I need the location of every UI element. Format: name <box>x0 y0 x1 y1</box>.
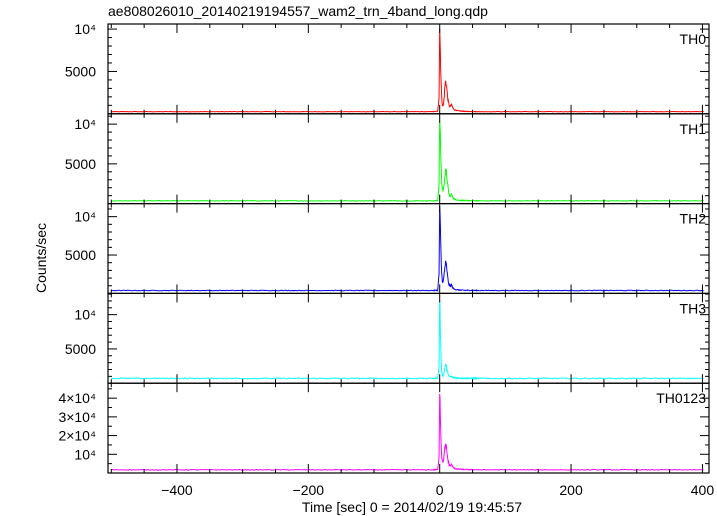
y-tick-label: 10⁴ <box>74 446 96 462</box>
panel-label: TH1 <box>680 121 707 137</box>
y-tick-label: 10⁴ <box>74 21 96 37</box>
series-line-th1 <box>111 120 704 202</box>
panel-label: TH2 <box>680 211 707 227</box>
y-tick-label: 3×10⁴ <box>58 409 96 425</box>
panel-frame <box>107 113 710 205</box>
panel-th0: 5000 10⁴ TH0 <box>65 21 710 115</box>
chart-title: ae808026010_20140219194557_wam2_trn_4ban… <box>108 3 488 19</box>
y-tick-label: 5000 <box>65 156 96 172</box>
panel-frame <box>107 382 710 474</box>
y-tick-label: 10⁴ <box>74 209 96 225</box>
y-tick-label: 5000 <box>65 63 96 79</box>
y-axis-label: Counts/sec <box>33 223 49 293</box>
panel-th2: 5000 10⁴ TH2 <box>65 203 710 295</box>
x-tick-label: 200 <box>559 482 583 498</box>
y-tick-label: 10⁴ <box>74 307 96 323</box>
panel-label: TH0 <box>680 31 707 47</box>
series-line-th0 <box>111 28 704 113</box>
y-tick-label: 2×10⁴ <box>58 428 96 444</box>
y-tick-label: 4×10⁴ <box>58 390 96 406</box>
panel-frame <box>107 23 710 115</box>
x-tick-label: −200 <box>293 482 325 498</box>
series-line-th2 <box>111 205 704 293</box>
x-axis-label: Time [sec] 0 = 2014/02/19 19:45:57 <box>302 499 522 515</box>
panel-label: TH3 <box>680 300 707 316</box>
panel-label: TH0123 <box>656 390 706 406</box>
panel-frame <box>107 203 710 295</box>
x-tick-label: 400 <box>691 482 715 498</box>
y-tick-label: 5000 <box>65 247 96 263</box>
panel-frame <box>107 292 710 384</box>
series-line-th0123 <box>111 393 704 471</box>
y-tick-label: 10⁴ <box>74 116 96 132</box>
y-tick-label: 5000 <box>65 341 96 357</box>
panels-group: 5000 10⁴ TH0 5000 10⁴ TH1 5000 10⁴ TH2 5000 10⁴ TH3… <box>58 21 714 498</box>
panel-th3: 5000 10⁴ TH3 <box>65 292 710 384</box>
x-tick-label: 0 <box>436 482 444 498</box>
panel-th0123: 10⁴ 2×10⁴ 3×10⁴ 4×10⁴ TH0123 <box>58 382 710 474</box>
panel-th1: 5000 10⁴ TH1 <box>65 113 710 205</box>
x-tick-label: −400 <box>161 482 193 498</box>
series-line-th3 <box>111 300 704 381</box>
